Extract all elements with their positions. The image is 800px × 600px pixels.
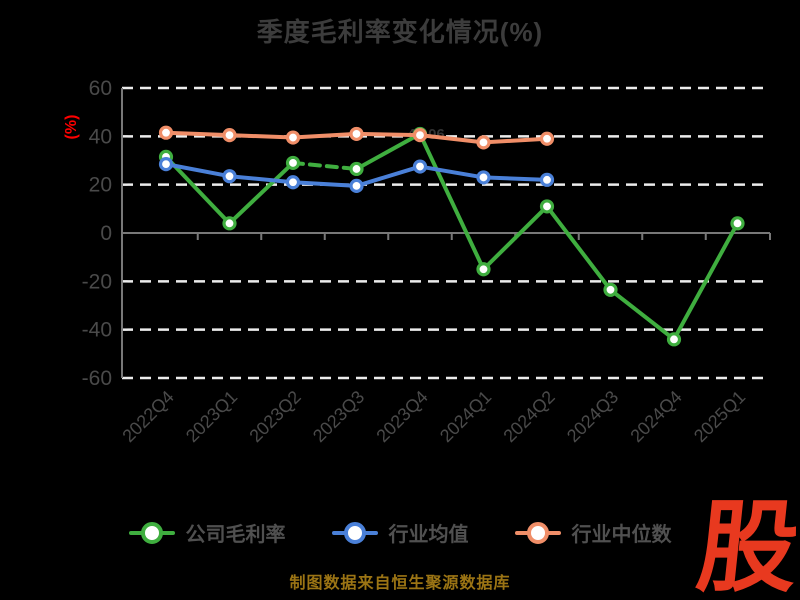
x-tick-label: 2023Q4 [372, 387, 431, 446]
data-point-行业中位数 [158, 125, 174, 140]
data-point-行业均值 [349, 178, 364, 193]
data-point-行业均值 [158, 157, 174, 172]
data-point-行业中位数 [412, 128, 428, 143]
series-line-行业均值 [164, 162, 549, 188]
data-source-caption: 制图数据来自恒生聚源数据库 [289, 575, 511, 592]
series-line-dashed-公司毛利率 [291, 160, 359, 171]
legend-item-industry-median[interactable]: 行业中位数 [514, 518, 672, 547]
legend-label-company-margin: 公司毛利率 [185, 524, 286, 546]
data-point-公司毛利率 [539, 199, 555, 214]
x-tick-label: 2024Q1 [436, 387, 495, 446]
y-tick-label: 40 [89, 125, 112, 148]
x-tick-label: 2025Q1 [690, 387, 749, 446]
stock-logo: 股 [692, 492, 800, 600]
series-line-行业中位数 [164, 130, 549, 145]
legend: 公司毛利率 行业均值 行业中位数 [0, 518, 800, 547]
y-tick-label: -20 [82, 270, 112, 293]
data-point-行业中位数 [285, 130, 301, 145]
data-point-公司毛利率 [222, 216, 237, 231]
data-point-公司毛利率 [730, 216, 745, 231]
x-tick-label: 2024Q3 [563, 387, 622, 446]
x-tick-label: 2022Q4 [118, 387, 177, 446]
x-tick-label: 2023Q1 [182, 387, 241, 446]
data-point-行业均值 [222, 169, 237, 184]
y-tick-label: -60 [82, 367, 112, 390]
legend-label-industry-mean: 行业均值 [388, 524, 469, 546]
legend-marker-orange-icon [514, 521, 561, 544]
y-tick-label: 60 [89, 77, 112, 100]
x-tick-label: 2024Q2 [499, 387, 558, 446]
x-tick-label: 2024Q4 [626, 387, 685, 446]
data-point-公司毛利率 [285, 155, 301, 171]
data-point-公司毛利率 [666, 332, 682, 347]
data-point-行业均值 [412, 159, 428, 174]
data-point-行业中位数 [222, 128, 237, 143]
data-point-行业均值 [539, 172, 555, 187]
legend-marker-blue-icon [331, 521, 378, 544]
data-point-行业中位数 [349, 126, 364, 142]
y-tick-label: -40 [82, 319, 112, 342]
y-tick-label: 0 [100, 222, 112, 245]
x-tick-label: 2023Q3 [309, 387, 368, 446]
legend-marker-green-icon [128, 521, 175, 544]
x-tick-label: 2023Q2 [245, 387, 304, 446]
data-point-行业均值 [476, 170, 491, 185]
series-line-公司毛利率 [164, 131, 740, 342]
legend-item-industry-mean[interactable]: 行业均值 [331, 518, 469, 547]
data-point-公司毛利率 [603, 282, 618, 297]
legend-label-industry-median: 行业中位数 [571, 524, 672, 546]
data-point-行业均值 [285, 175, 301, 190]
data-point-行业中位数 [539, 131, 555, 146]
data-point-公司毛利率 [476, 262, 491, 277]
data-point-公司毛利率 [349, 161, 364, 177]
legend-item-company-margin[interactable]: 公司毛利率 [128, 518, 286, 547]
data-point-行业中位数 [476, 135, 491, 150]
y-tick-label: 20 [89, 174, 112, 197]
chart-title: 季度毛利率变化情况(%) [256, 17, 544, 47]
